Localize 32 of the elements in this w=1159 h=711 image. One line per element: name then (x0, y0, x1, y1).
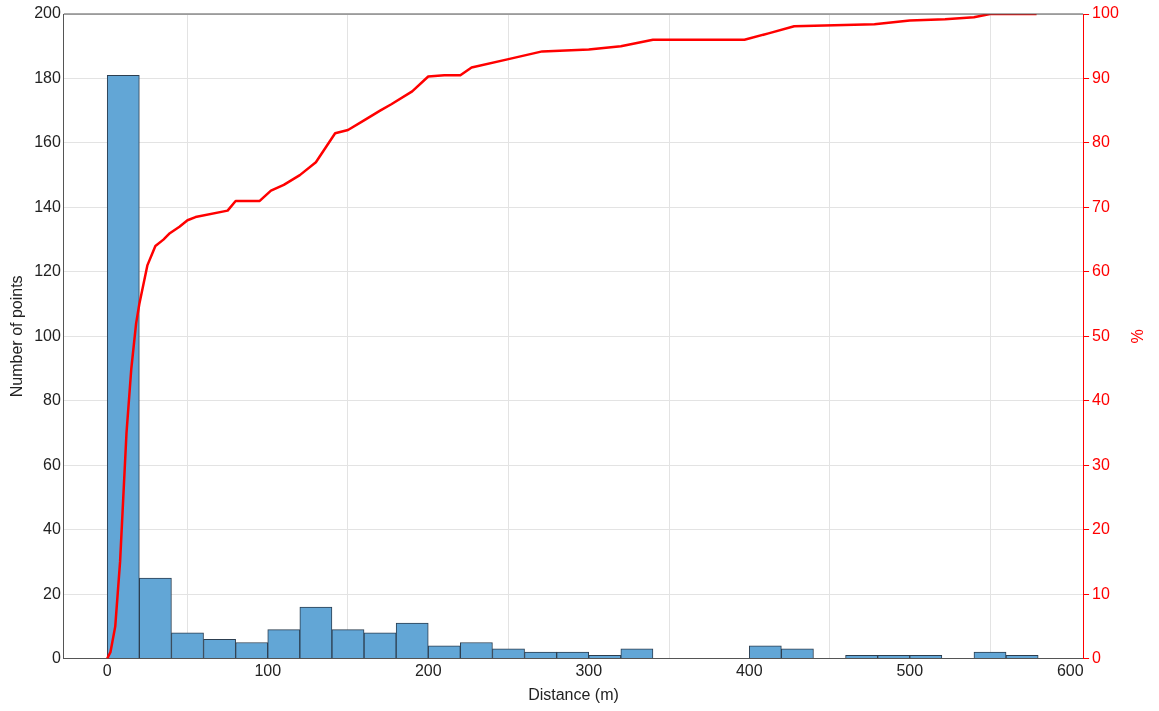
y2-tick-label: 60 (1092, 262, 1110, 280)
y2-axis-title: % (1127, 329, 1145, 344)
y2-tick-label: 30 (1092, 455, 1110, 473)
y-tick-label: 60 (43, 455, 61, 473)
y-tick-label: 20 (43, 584, 61, 602)
x-tick-label: 300 (575, 661, 603, 679)
x-tick-label: 500 (896, 661, 924, 679)
y-tick-label: 200 (34, 4, 61, 22)
y-tick-label: 180 (34, 68, 61, 86)
y2-tick-label: 80 (1092, 133, 1110, 151)
y-tick-label: 40 (43, 520, 61, 538)
y-axis-title: Number of points (8, 275, 26, 398)
x-axis-title: Distance (m) (528, 685, 619, 703)
x-tick-label: 600 (1056, 661, 1084, 679)
y2-tick-label: 20 (1092, 520, 1110, 538)
y2-tick-label: 100 (1092, 4, 1119, 22)
x-tick-label: 200 (414, 661, 442, 679)
y2-tick-label: 90 (1092, 68, 1110, 86)
y-tick-label: 0 (51, 649, 61, 667)
y2-tick-label: 10 (1092, 584, 1110, 602)
y2-tick-label: 50 (1092, 326, 1110, 344)
y2-tick-label: 40 (1092, 391, 1110, 409)
y-tick-label: 80 (43, 391, 61, 409)
y2-tick-label: 70 (1092, 197, 1110, 215)
y-tick-label: 120 (34, 262, 61, 280)
x-tick-label: 400 (735, 661, 763, 679)
x-tick-label: 0 (102, 661, 112, 679)
y-tick-label: 140 (34, 197, 61, 215)
y2-tick-label: 0 (1092, 649, 1102, 667)
x-tick-label: 100 (254, 661, 282, 679)
y-tick-label: 160 (34, 133, 61, 151)
y-tick-label: 100 (34, 326, 61, 344)
